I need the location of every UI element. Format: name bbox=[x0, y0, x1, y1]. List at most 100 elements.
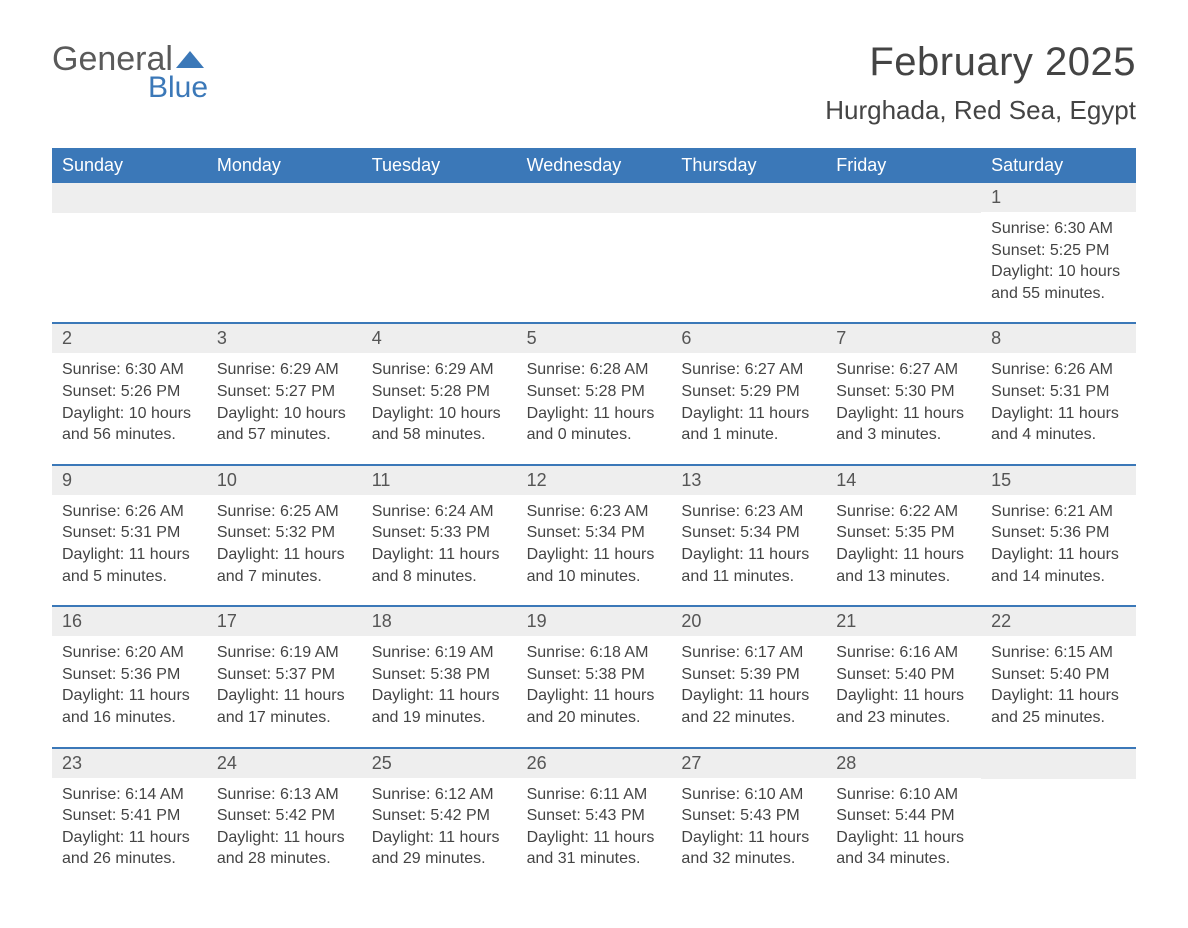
sunrise-text: Sunrise: 6:16 AM bbox=[836, 642, 971, 664]
day-content: Sunrise: 6:28 AMSunset: 5:28 PMDaylight:… bbox=[517, 353, 672, 445]
day-content: Sunrise: 6:24 AMSunset: 5:33 PMDaylight:… bbox=[362, 495, 517, 587]
day-content: Sunrise: 6:27 AMSunset: 5:30 PMDaylight:… bbox=[826, 353, 981, 445]
sunrise-text: Sunrise: 6:17 AM bbox=[681, 642, 816, 664]
calendar-day-cell: 19Sunrise: 6:18 AMSunset: 5:38 PMDayligh… bbox=[517, 607, 672, 746]
daylight-text: Daylight: 11 hours bbox=[991, 403, 1126, 425]
daylight-text: Daylight: 11 hours bbox=[681, 544, 816, 566]
daylight-text: and 5 minutes. bbox=[62, 566, 197, 588]
daylight-text: and 16 minutes. bbox=[62, 707, 197, 729]
day-number-strip: 1 bbox=[981, 183, 1136, 212]
day-content: Sunrise: 6:12 AMSunset: 5:42 PMDaylight:… bbox=[362, 778, 517, 870]
weekday-header: Tuesday bbox=[362, 148, 517, 183]
day-number-strip bbox=[52, 183, 207, 213]
day-number-strip: 28 bbox=[826, 749, 981, 778]
calendar-week-row: 2Sunrise: 6:30 AMSunset: 5:26 PMDaylight… bbox=[52, 322, 1136, 463]
day-number-strip: 21 bbox=[826, 607, 981, 636]
weekday-header: Wednesday bbox=[517, 148, 672, 183]
day-number-strip: 10 bbox=[207, 466, 362, 495]
sunrise-text: Sunrise: 6:30 AM bbox=[62, 359, 197, 381]
sunrise-text: Sunrise: 6:15 AM bbox=[991, 642, 1126, 664]
brand-triangle-icon bbox=[176, 51, 204, 68]
daylight-text: and 14 minutes. bbox=[991, 566, 1126, 588]
daylight-text: Daylight: 11 hours bbox=[836, 827, 971, 849]
sunrise-text: Sunrise: 6:29 AM bbox=[372, 359, 507, 381]
daylight-text: Daylight: 10 hours bbox=[217, 403, 352, 425]
calendar-day-cell: 17Sunrise: 6:19 AMSunset: 5:37 PMDayligh… bbox=[207, 607, 362, 746]
sunset-text: Sunset: 5:28 PM bbox=[372, 381, 507, 403]
sunrise-text: Sunrise: 6:10 AM bbox=[836, 784, 971, 806]
daylight-text: and 26 minutes. bbox=[62, 848, 197, 870]
calendar-week-row: 9Sunrise: 6:26 AMSunset: 5:31 PMDaylight… bbox=[52, 464, 1136, 605]
daylight-text: and 11 minutes. bbox=[681, 566, 816, 588]
day-number-strip: 4 bbox=[362, 324, 517, 353]
day-content: Sunrise: 6:10 AMSunset: 5:43 PMDaylight:… bbox=[671, 778, 826, 870]
page-title: February 2025 bbox=[825, 40, 1136, 85]
daylight-text: and 22 minutes. bbox=[681, 707, 816, 729]
daylight-text: Daylight: 11 hours bbox=[62, 544, 197, 566]
daylight-text: and 55 minutes. bbox=[991, 283, 1126, 305]
calendar-week-row: 1Sunrise: 6:30 AMSunset: 5:25 PMDaylight… bbox=[52, 183, 1136, 322]
day-number-strip bbox=[671, 183, 826, 213]
daylight-text: and 57 minutes. bbox=[217, 424, 352, 446]
daylight-text: Daylight: 11 hours bbox=[836, 403, 971, 425]
weekday-header: Monday bbox=[207, 148, 362, 183]
sunset-text: Sunset: 5:40 PM bbox=[836, 664, 971, 686]
sunrise-text: Sunrise: 6:12 AM bbox=[372, 784, 507, 806]
day-number-strip: 25 bbox=[362, 749, 517, 778]
sunrise-text: Sunrise: 6:27 AM bbox=[681, 359, 816, 381]
calendar-day-cell: 10Sunrise: 6:25 AMSunset: 5:32 PMDayligh… bbox=[207, 466, 362, 605]
day-number-strip bbox=[517, 183, 672, 213]
calendar-day-cell: 8Sunrise: 6:26 AMSunset: 5:31 PMDaylight… bbox=[981, 324, 1136, 463]
daylight-text: Daylight: 11 hours bbox=[527, 544, 662, 566]
calendar-day-cell: 25Sunrise: 6:12 AMSunset: 5:42 PMDayligh… bbox=[362, 749, 517, 888]
calendar-day-cell bbox=[981, 749, 1136, 888]
day-content: Sunrise: 6:22 AMSunset: 5:35 PMDaylight:… bbox=[826, 495, 981, 587]
day-number-strip: 8 bbox=[981, 324, 1136, 353]
location-subtitle: Hurghada, Red Sea, Egypt bbox=[825, 95, 1136, 126]
calendar-day-cell bbox=[826, 183, 981, 322]
brand-logo: General Blue bbox=[52, 40, 208, 105]
sunset-text: Sunset: 5:26 PM bbox=[62, 381, 197, 403]
sunset-text: Sunset: 5:31 PM bbox=[62, 522, 197, 544]
brand-text-blue: Blue bbox=[148, 71, 208, 105]
calendar-day-cell bbox=[362, 183, 517, 322]
daylight-text: and 32 minutes. bbox=[681, 848, 816, 870]
calendar-day-cell: 21 Sunrise: 6:16 AMSunset: 5:40 PMDayligh… bbox=[826, 607, 981, 746]
calendar-page: General Blue February 2025 Hurghada, Red… bbox=[0, 0, 1188, 928]
day-content: Sunrise: 6:30 AMSunset: 5:26 PMDaylight:… bbox=[52, 353, 207, 445]
weekday-header: Friday bbox=[826, 148, 981, 183]
daylight-text: Daylight: 11 hours bbox=[991, 685, 1126, 707]
day-number-strip: 24 bbox=[207, 749, 362, 778]
day-content: Sunrise: 6:14 AMSunset: 5:41 PMDaylight:… bbox=[52, 778, 207, 870]
day-number-strip: 11 bbox=[362, 466, 517, 495]
day-number-strip: 13 bbox=[671, 466, 826, 495]
calendar-day-cell: 14Sunrise: 6:22 AMSunset: 5:35 PMDayligh… bbox=[826, 466, 981, 605]
sunset-text: Sunset: 5:43 PM bbox=[527, 805, 662, 827]
calendar-day-cell: 27Sunrise: 6:10 AMSunset: 5:43 PMDayligh… bbox=[671, 749, 826, 888]
daylight-text: and 23 minutes. bbox=[836, 707, 971, 729]
daylight-text: Daylight: 11 hours bbox=[527, 827, 662, 849]
day-number-strip bbox=[362, 183, 517, 213]
daylight-text: Daylight: 11 hours bbox=[372, 544, 507, 566]
day-number-strip: 6 bbox=[671, 324, 826, 353]
day-number-strip: 2 bbox=[52, 324, 207, 353]
day-number-strip: 19 bbox=[517, 607, 672, 636]
weekday-header: Saturday bbox=[981, 148, 1136, 183]
daylight-text: Daylight: 11 hours bbox=[217, 544, 352, 566]
sunset-text: Sunset: 5:42 PM bbox=[372, 805, 507, 827]
daylight-text: and 0 minutes. bbox=[527, 424, 662, 446]
daylight-text: and 31 minutes. bbox=[527, 848, 662, 870]
day-content: Sunrise: 6:20 AMSunset: 5:36 PMDaylight:… bbox=[52, 636, 207, 728]
daylight-text: Daylight: 11 hours bbox=[527, 403, 662, 425]
daylight-text: and 20 minutes. bbox=[527, 707, 662, 729]
sunrise-text: Sunrise: 6:23 AM bbox=[527, 501, 662, 523]
calendar-day-cell: 20Sunrise: 6:17 AMSunset: 5:39 PMDayligh… bbox=[671, 607, 826, 746]
day-content: Sunrise: 6:23 AMSunset: 5:34 PMDaylight:… bbox=[517, 495, 672, 587]
daylight-text: Daylight: 11 hours bbox=[836, 685, 971, 707]
daylight-text: Daylight: 11 hours bbox=[372, 685, 507, 707]
title-block: February 2025 Hurghada, Red Sea, Egypt bbox=[825, 40, 1136, 126]
sunrise-text: Sunrise: 6:28 AM bbox=[527, 359, 662, 381]
day-number-strip: 26 bbox=[517, 749, 672, 778]
day-content: Sunrise: 6:13 AMSunset: 5:42 PMDaylight:… bbox=[207, 778, 362, 870]
day-content: Sunrise: 6:17 AMSunset: 5:39 PMDaylight:… bbox=[671, 636, 826, 728]
